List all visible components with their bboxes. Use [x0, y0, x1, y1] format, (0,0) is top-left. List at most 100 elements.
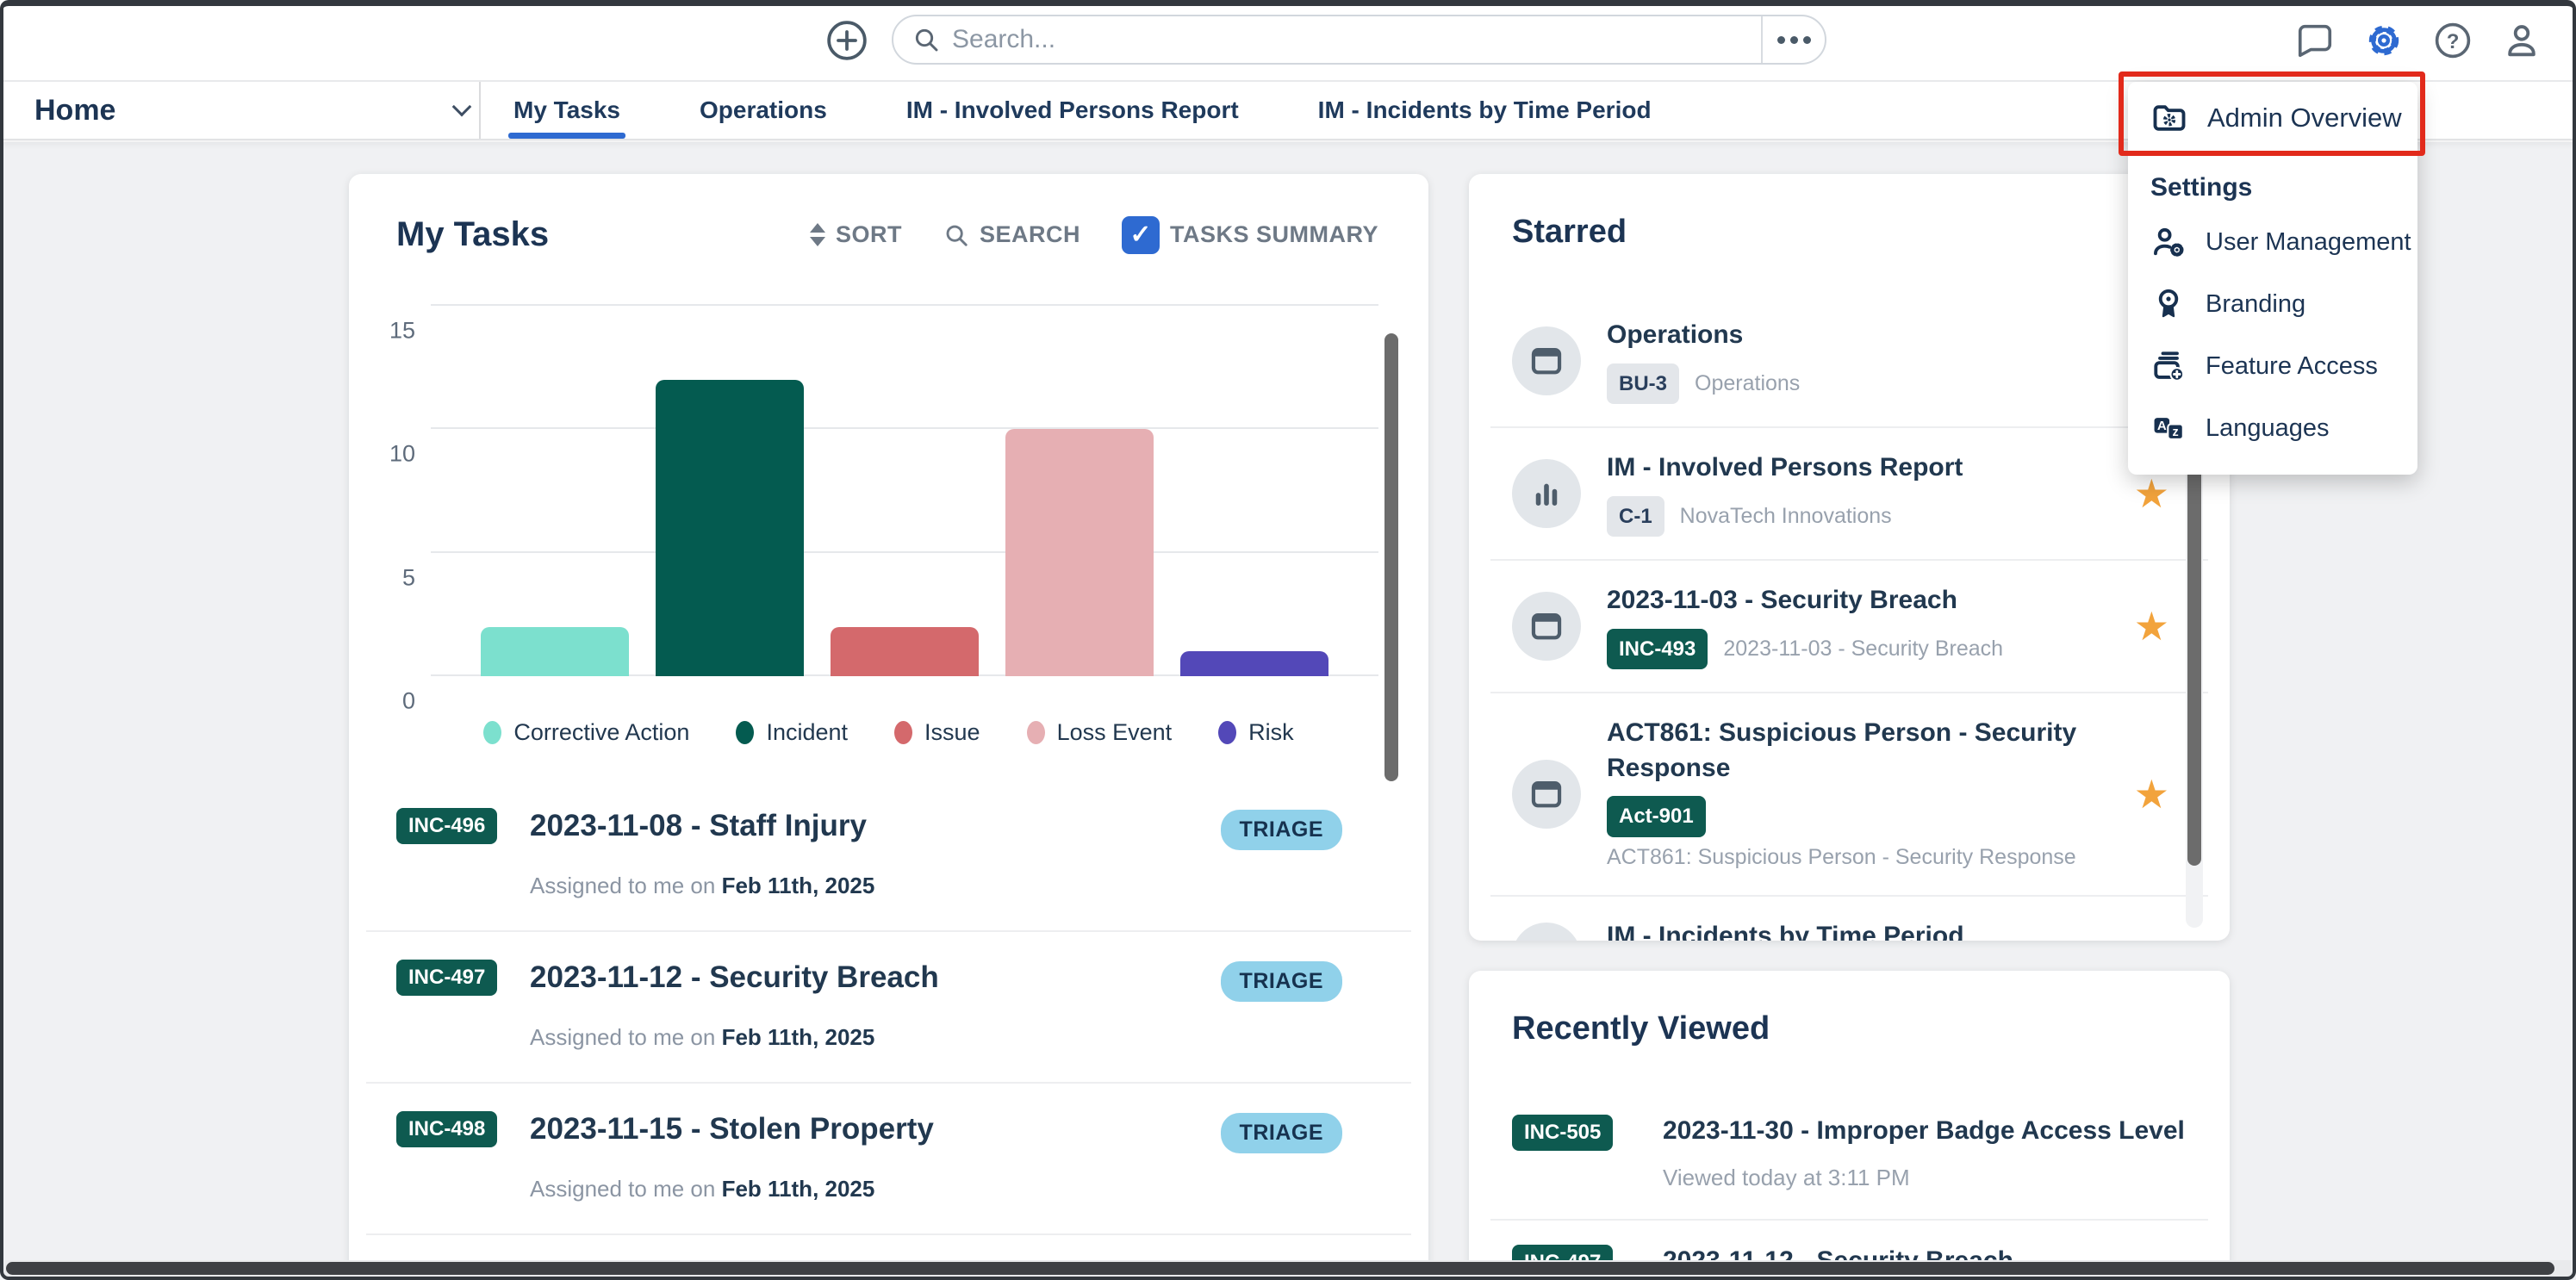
menu-item-label: Admin Overview [2207, 103, 2402, 133]
create-new-button[interactable] [825, 19, 868, 62]
task-title[interactable]: 2023-11-08 - Staff Injury [530, 809, 867, 842]
tasks-summary-toggle[interactable]: ✓ TASKS SUMMARY [1122, 215, 1378, 254]
avatar [1512, 760, 1581, 830]
list-item[interactable]: IM - Involved Persons Report C-1 NovaTec… [1490, 428, 2208, 562]
item-viewed: Viewed today at 3:11 PM [1663, 1165, 1910, 1190]
avatar [1512, 923, 1581, 941]
list-item[interactable]: Operations BU-3 Operations ★ [1490, 295, 2208, 429]
menu-item-admin-overview[interactable]: Admin Overview [2128, 82, 2417, 154]
task-title[interactable]: 2023-11-12 - Security Breach [530, 960, 939, 994]
recently-viewed-list: INC-505 2023-11-30 - Improper Badge Acce… [1490, 1090, 2208, 1280]
starred-item-title: IM - Involved Persons Report [1607, 453, 1963, 482]
starred-item-title: ACT861: Suspicious Person - Security Res… [1607, 718, 2077, 782]
list-item[interactable]: ACT861: Suspicious Person - Security Res… [1490, 693, 2208, 897]
bar-chart-icon [1535, 483, 1558, 506]
award-icon [2158, 289, 2179, 318]
menu-item-label: Languages [2206, 413, 2330, 442]
list-item[interactable]: INC-505 2023-11-30 - Improper Badge Acce… [1490, 1090, 2208, 1221]
task-assigned: Assigned to me on Feb 11th, 2025 [530, 873, 875, 898]
recently-viewed-title: Recently Viewed [1512, 1010, 1770, 1047]
gridline: 10 [389, 427, 1378, 467]
item-subtitle: ACT861: Suspicious Person - Security Res… [1607, 844, 2076, 869]
star-icon[interactable]: ★ [2133, 604, 2169, 649]
checkbox-checked-icon[interactable]: ✓ [1122, 215, 1160, 254]
chevron-down-icon [451, 96, 472, 117]
status-badge: TRIAGE [1220, 1113, 1342, 1153]
sort-button[interactable]: SORT [809, 221, 902, 248]
top-bar: ? [0, 0, 2576, 82]
task-assigned: Assigned to me on Feb 11th, 2025 [530, 1024, 875, 1050]
avatar [1512, 459, 1581, 529]
search-icon [915, 28, 938, 52]
list-item[interactable]: IM - Incidents by Time Period ★ [1490, 897, 2208, 941]
list-item[interactable]: 2023-11-03 - Security Breach INC-493 202… [1490, 561, 2208, 694]
legend-incident: Incident [736, 719, 848, 746]
tab-my-tasks[interactable]: My Tasks [508, 82, 625, 139]
admin-folder-gear-icon [2153, 105, 2186, 131]
search-options-button[interactable] [1761, 16, 1825, 63]
task-assigned: Assigned to me on Feb 11th, 2025 [530, 1176, 875, 1202]
search-input[interactable] [952, 25, 1761, 54]
gear-icon [2368, 25, 2399, 56]
my-tasks-controls: SORT SEARCH ✓ TASKS SUMMARY [809, 215, 1378, 254]
item-subtitle: 2023-11-03 - Security Breach [1723, 636, 2004, 661]
legend-dot [483, 721, 502, 744]
tab-involved-persons-report[interactable]: IM - Involved Persons Report [905, 96, 1239, 123]
home-label: Home [34, 93, 116, 127]
task-row[interactable]: INC-498 2023-11-15 - Stolen Property TRI… [366, 1084, 1411, 1235]
star-icon[interactable]: ★ [2134, 934, 2169, 941]
my-tasks-header: My Tasks SORT SEARCH ✓ TASKS SUMMARY [349, 174, 1428, 254]
my-tasks-card: My Tasks SORT SEARCH ✓ TASKS SUMMARY [349, 174, 1428, 1280]
gridline: 5 [402, 550, 1378, 590]
tab-incidents-by-time-period[interactable]: IM - Incidents by Time Period [1317, 96, 1652, 123]
chat-button[interactable] [2293, 19, 2336, 62]
item-badge: BU-3 [1607, 363, 1680, 405]
menu-item-languages[interactable]: A z Languages [2128, 397, 2417, 459]
home-dropdown[interactable]: Home [34, 82, 479, 139]
recently-viewed-card: Recently Viewed INC-505 2023-11-30 - Imp… [1469, 971, 2230, 1280]
task-list: INC-496 2023-11-08 - Staff Injury TRIAGE… [366, 780, 1411, 1280]
page-content: My Tasks SORT SEARCH ✓ TASKS SUMMARY [0, 142, 2576, 1280]
task-row[interactable]: INC-496 2023-11-08 - Staff Injury TRIAGE… [366, 780, 1411, 932]
user-menu-button[interactable] [2500, 19, 2543, 62]
svg-text:?: ? [2447, 30, 2460, 53]
bar-plot [431, 306, 1378, 676]
menu-item-branding[interactable]: Branding [2128, 273, 2417, 335]
settings-button[interactable] [2362, 19, 2405, 62]
nav-bar: Home My Tasks Operations IM - Involved P… [0, 82, 2576, 140]
starred-item-title: 2023-11-03 - Security Breach [1607, 586, 1957, 615]
tab-operations[interactable]: Operations [700, 96, 827, 123]
user-icon [2508, 25, 2536, 57]
help-circle-icon: ? [2435, 22, 2471, 59]
dashboard-tabs: My Tasks Operations IM - Involved Person… [508, 82, 1652, 139]
menu-item-feature-access[interactable]: Feature Access [2128, 335, 2417, 397]
global-search [892, 15, 1826, 65]
nav-divider [479, 82, 481, 139]
horizontal-scrollbar[interactable] [6, 1262, 2554, 1275]
star-icon[interactable]: ★ [2133, 772, 2169, 817]
item-subtitle: Operations [1695, 370, 1801, 395]
legend-dot [736, 721, 755, 744]
svg-text:A: A [2157, 419, 2167, 433]
search-tasks-button[interactable]: SEARCH [943, 221, 1080, 248]
avatar [1512, 326, 1581, 396]
help-button[interactable]: ? [2431, 19, 2474, 62]
svg-text:z: z [2172, 426, 2178, 439]
my-tasks-title: My Tasks [396, 215, 550, 253]
window-icon [1531, 347, 1562, 375]
task-row[interactable]: INC-497 2023-11-12 - Security Breach TRI… [366, 932, 1411, 1084]
item-title[interactable]: 2023-11-30 - Improper Badge Access Level [1663, 1116, 2185, 1145]
starred-scrollbar[interactable] [2187, 458, 2201, 866]
menu-item-label: Branding [2206, 289, 2306, 318]
task-title[interactable]: 2023-11-15 - Stolen Property [530, 1112, 934, 1146]
chart-legend: Corrective Action Incident Issue Loss Ev… [349, 719, 1428, 746]
bar-issue [831, 626, 979, 676]
my-tasks-scrollbar[interactable] [1384, 333, 1398, 781]
legend-dot [1218, 721, 1237, 744]
settings-menu: Admin Overview Settings User Management … [2128, 82, 2417, 475]
item-badge: C-1 [1607, 495, 1664, 537]
star-icon[interactable]: ★ [2133, 471, 2169, 517]
tasks-summary-chart: 15 10 5 0 [389, 304, 1378, 714]
menu-item-user-management[interactable]: User Management [2128, 211, 2417, 273]
user-gear-icon [2154, 227, 2184, 257]
